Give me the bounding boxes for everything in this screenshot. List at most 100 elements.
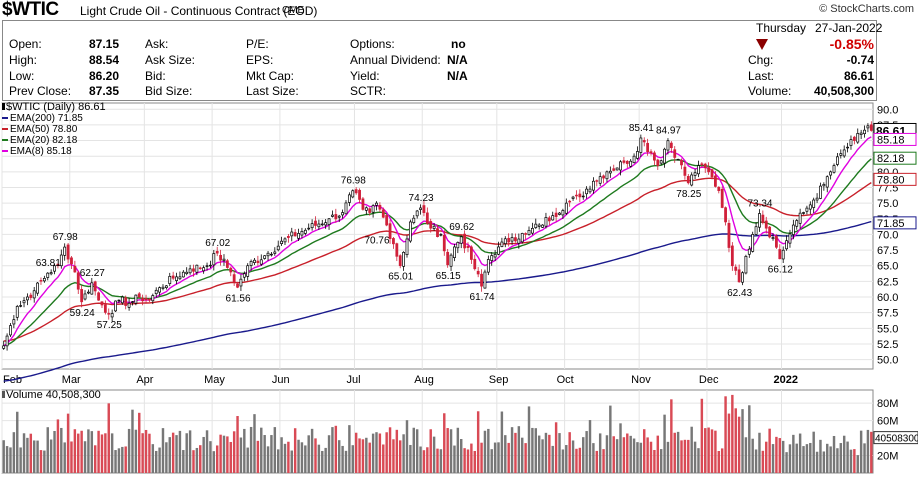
price-tick-label: 55.0	[877, 323, 898, 335]
volume-bar	[531, 427, 534, 473]
volume-bar	[493, 442, 497, 473]
candle-body	[141, 297, 145, 302]
mkt-cap-label: Mkt Cap:	[246, 69, 295, 83]
candle-body	[547, 217, 551, 222]
volume-bar	[378, 433, 382, 473]
candle-body	[649, 151, 653, 154]
volume-bar	[680, 440, 683, 473]
volume-bar	[510, 427, 514, 473]
volume-bar	[575, 448, 578, 473]
month-tick-label: 2022	[773, 374, 797, 386]
price-annotation: 66.12	[768, 265, 793, 276]
candle-body	[198, 267, 202, 270]
candle-body	[761, 214, 765, 223]
candle-body	[456, 242, 460, 249]
candle-body	[103, 304, 107, 313]
candle-body	[276, 245, 280, 251]
candle-body	[717, 186, 721, 191]
candle-body	[56, 263, 60, 267]
candle-body	[730, 245, 734, 267]
volume-bar	[809, 442, 812, 473]
volume-bar	[229, 441, 232, 473]
candle-body	[188, 268, 192, 274]
volume-bar	[497, 442, 500, 473]
high-value: 88.54	[89, 53, 120, 67]
volume-bar	[795, 443, 798, 473]
stockcharts-logo[interactable]: © StockCharts.com	[819, 3, 914, 15]
volume-bar	[558, 433, 561, 473]
ema-tag-box	[873, 172, 917, 186]
volume-bar	[121, 446, 124, 473]
volume-bar	[798, 433, 802, 473]
exchange: CME	[282, 5, 305, 16]
candle-body	[39, 280, 43, 282]
candle-body	[486, 259, 490, 273]
yield-value: N/A	[447, 69, 468, 83]
candle-body	[788, 233, 792, 244]
month-tick-label: Nov	[631, 374, 651, 386]
volume-bar	[29, 433, 33, 473]
candle-body	[320, 223, 324, 226]
volume-bar	[578, 447, 582, 473]
price-annotation: 65.01	[388, 272, 413, 283]
price-chart[interactable]: 90.087.585.082.580.077.575.072.570.067.5…	[0, 99, 918, 387]
candle-body	[571, 196, 575, 199]
volume-bar	[117, 448, 121, 473]
volume-bar	[537, 435, 541, 473]
volume-bar	[466, 449, 470, 473]
volume-bar	[49, 439, 53, 473]
volume-bar	[853, 449, 856, 473]
candle-body	[591, 180, 595, 191]
candle-body	[459, 236, 463, 244]
volume-bar	[205, 430, 209, 473]
volume-bar	[592, 443, 595, 473]
candle-body	[63, 246, 67, 256]
volume-bar	[609, 405, 612, 473]
volume-bar	[226, 436, 229, 473]
volume-bar	[307, 435, 310, 473]
candle-body	[158, 287, 161, 293]
price-annotation: 84.97	[656, 126, 681, 137]
volume-bar	[385, 432, 388, 473]
volume-bar	[175, 435, 178, 473]
candle-body	[90, 282, 94, 295]
volume-bar	[693, 441, 697, 473]
volume-bar	[521, 437, 524, 473]
volume-bar	[395, 429, 399, 473]
candle-body	[297, 233, 300, 239]
last-size-label: Last Size:	[246, 84, 299, 98]
candle-body	[331, 214, 334, 217]
price-tick-label: 75.0	[877, 198, 898, 210]
volume-bar	[185, 433, 188, 473]
candle-body	[229, 267, 233, 273]
candle-body	[422, 205, 426, 213]
ema-tag-box	[873, 151, 917, 165]
candle-body	[608, 170, 612, 174]
candle-body	[530, 227, 534, 234]
volume-bar	[182, 450, 185, 473]
volume-bar	[375, 432, 378, 473]
candle-body	[544, 217, 548, 227]
volume-bar	[500, 411, 504, 473]
volume-bar	[476, 411, 480, 473]
volume-bar	[632, 438, 636, 473]
candle-body	[564, 202, 568, 214]
down-arrow-icon	[756, 39, 768, 50]
chart-title: $WTIC (Daily) 86.61	[6, 101, 106, 113]
candle-body	[317, 223, 321, 228]
volume-bar	[449, 429, 453, 473]
volume-bar	[748, 405, 751, 473]
candle-body	[754, 226, 758, 235]
candle-body	[73, 265, 77, 273]
volume-bar	[656, 435, 660, 473]
candle-body	[195, 264, 199, 273]
volume-label: Volume:	[748, 84, 792, 98]
volume-chart[interactable]: 80M 60M 20M Volume 40,508,300 40508300	[0, 387, 918, 485]
candle-body	[12, 319, 16, 325]
candle-body	[290, 231, 294, 237]
candle-body	[768, 226, 772, 238]
volume-bar	[165, 442, 168, 473]
candle-body	[805, 207, 809, 212]
candle-body	[259, 259, 263, 265]
candle-body	[83, 293, 87, 300]
